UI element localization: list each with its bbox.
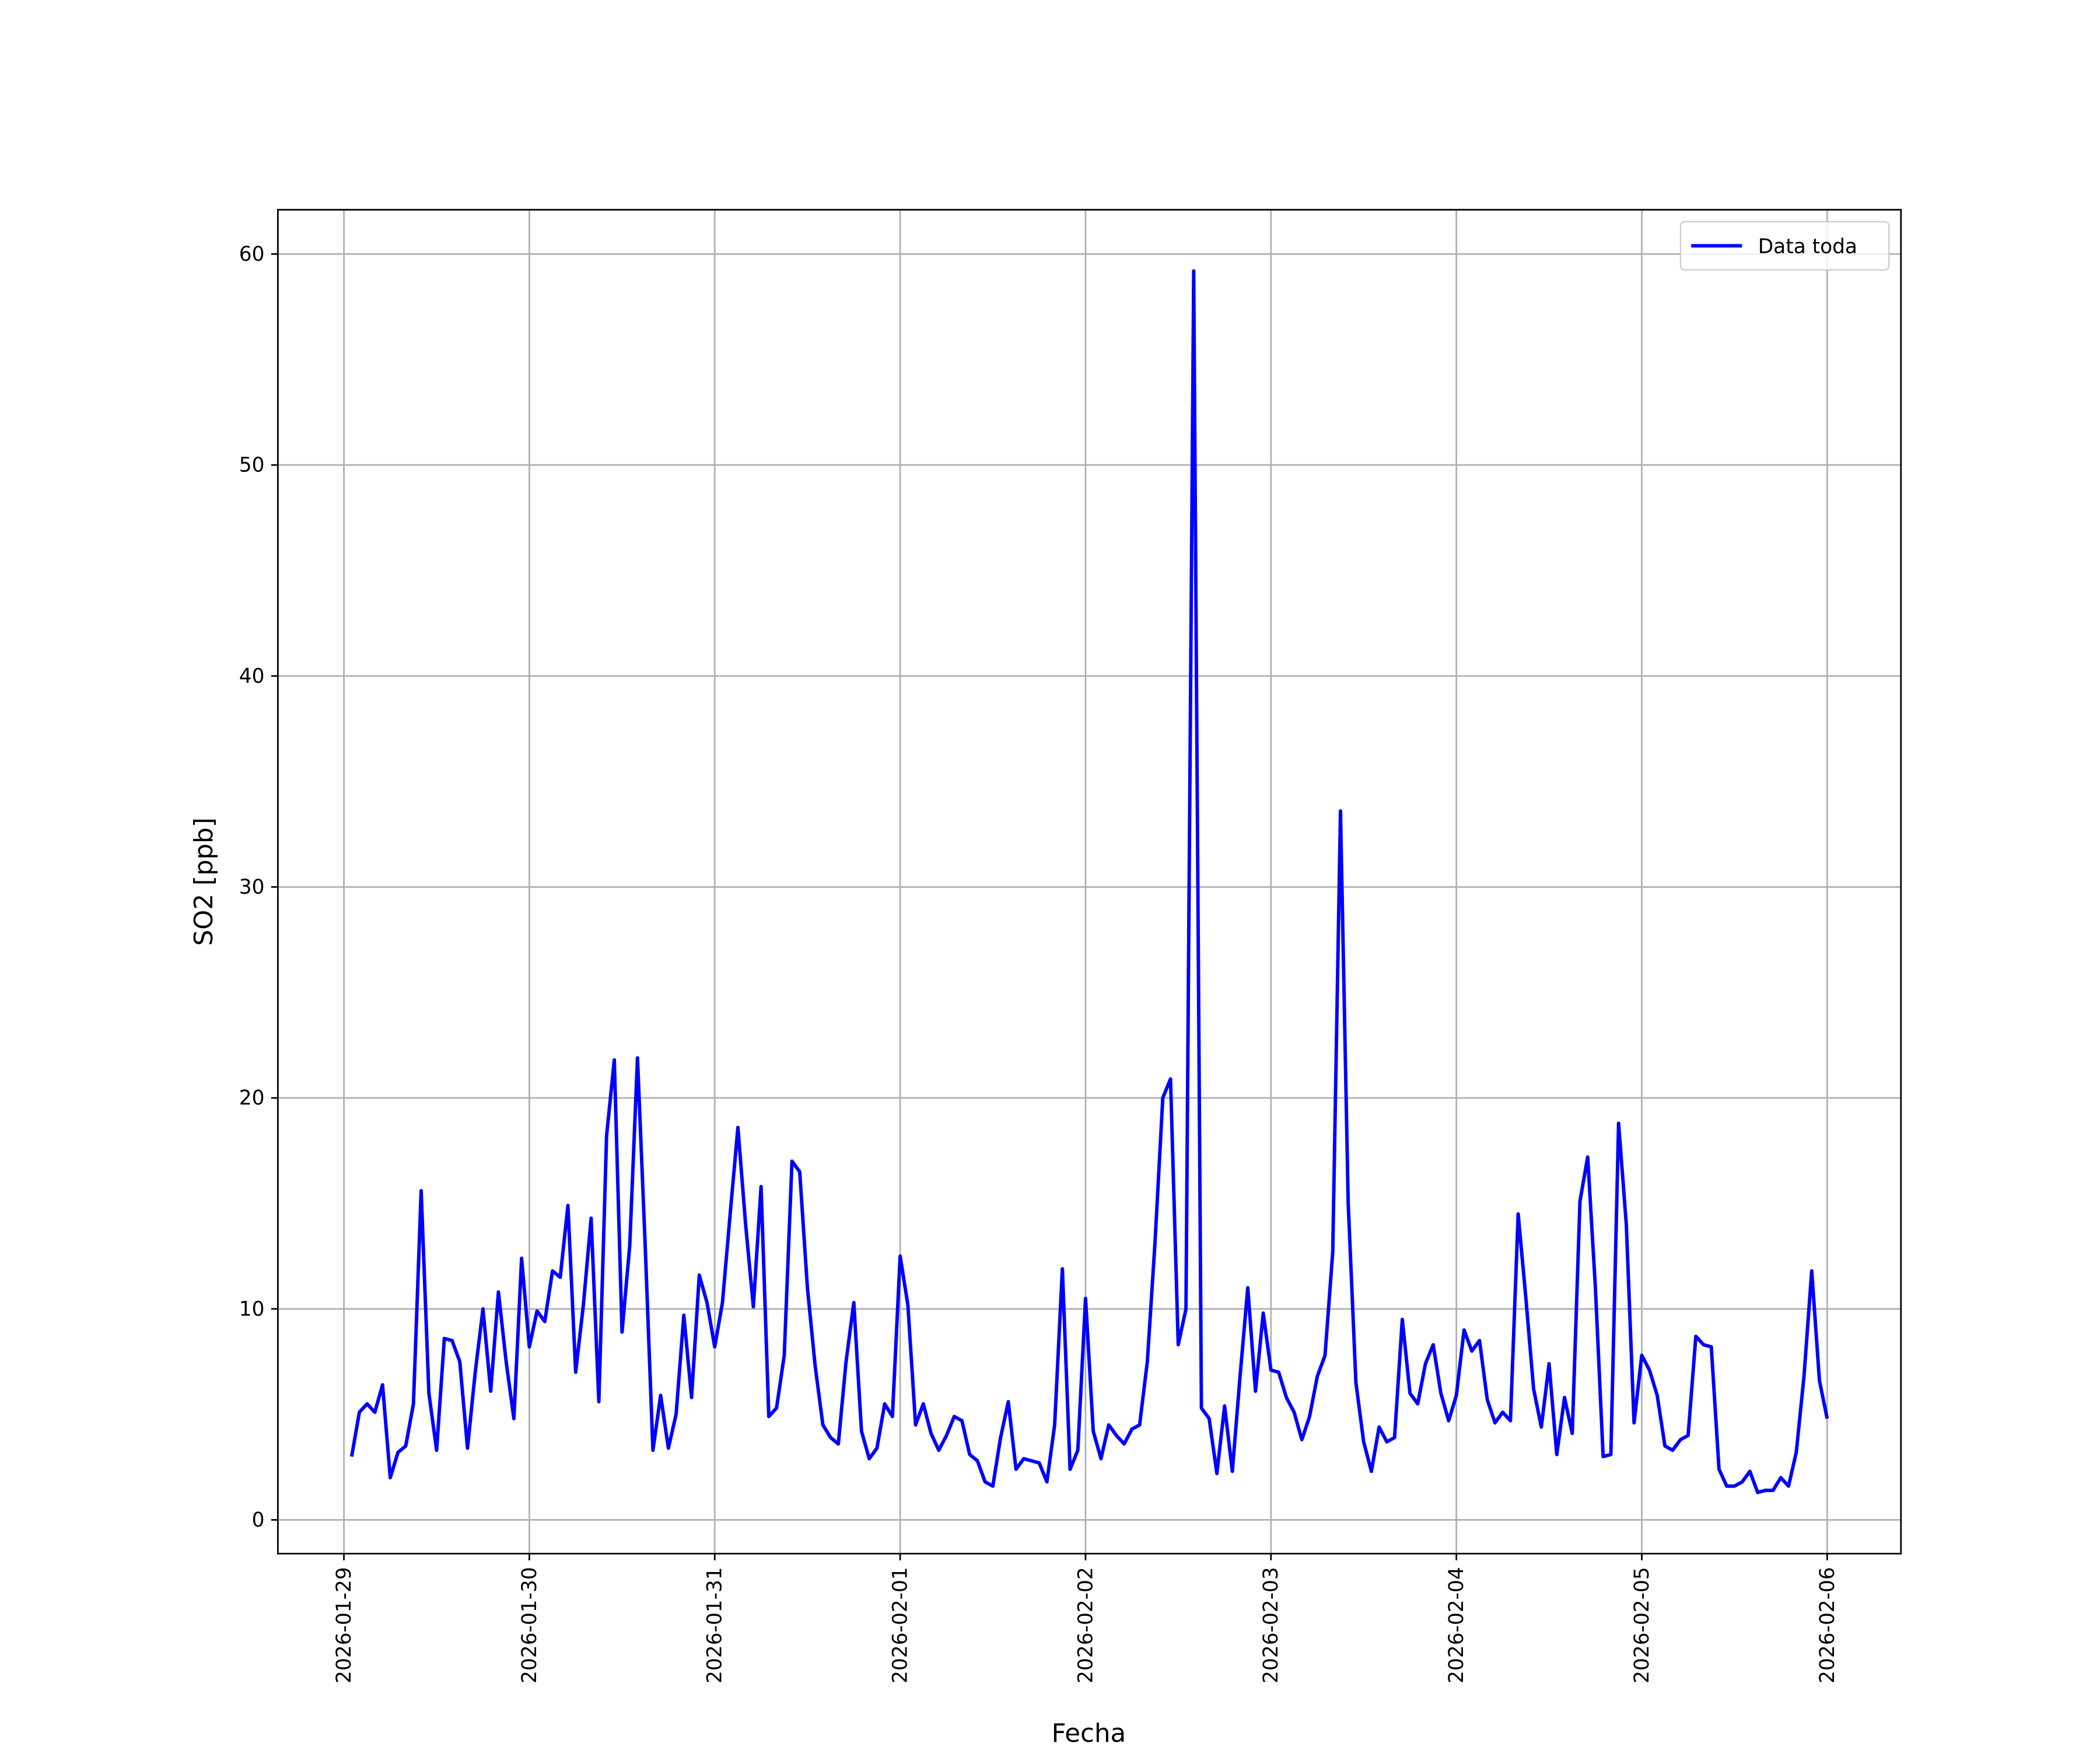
x-tick-label: 2026-02-06 bbox=[1816, 1567, 1839, 1684]
y-tick-label: 60 bbox=[239, 243, 265, 266]
axes-frame bbox=[276, 209, 1902, 1555]
x-tick-label: 2026-02-05 bbox=[1630, 1567, 1654, 1684]
y-axis-label: SO2 [ppb] bbox=[190, 817, 219, 946]
y-tick-label: 10 bbox=[239, 1297, 265, 1321]
y-tick-label: 20 bbox=[239, 1087, 265, 1110]
x-axis-label: Fecha bbox=[1052, 1719, 1126, 1748]
legend-box bbox=[1679, 221, 1890, 271]
ticks: 0 10 20 30 40 50 60 2026-01-29 2026-01-30 2026-01… bbox=[239, 243, 1839, 1684]
legend: Data toda bbox=[1679, 221, 1890, 271]
data-line bbox=[349, 269, 1829, 1494]
x-tick-label: 2026-02-02 bbox=[1074, 1567, 1097, 1684]
plot-area bbox=[349, 269, 1829, 1494]
legend-label: Data toda bbox=[1758, 235, 1857, 258]
x-tick-label: 2026-01-29 bbox=[332, 1567, 356, 1684]
y-tick-label: 30 bbox=[239, 876, 265, 899]
x-tick-label: 2026-02-04 bbox=[1445, 1567, 1468, 1684]
x-tick-label: 2026-01-30 bbox=[518, 1567, 541, 1684]
x-tick-label: 2026-02-01 bbox=[889, 1567, 912, 1684]
x-tick-label: 2026-02-03 bbox=[1259, 1567, 1283, 1684]
y-tick-label: 50 bbox=[239, 454, 265, 477]
y-tick-label: 40 bbox=[239, 664, 265, 688]
grid bbox=[278, 209, 1901, 1554]
y-tick-label: 0 bbox=[252, 1508, 265, 1532]
x-tick-label: 2026-01-31 bbox=[704, 1567, 727, 1684]
